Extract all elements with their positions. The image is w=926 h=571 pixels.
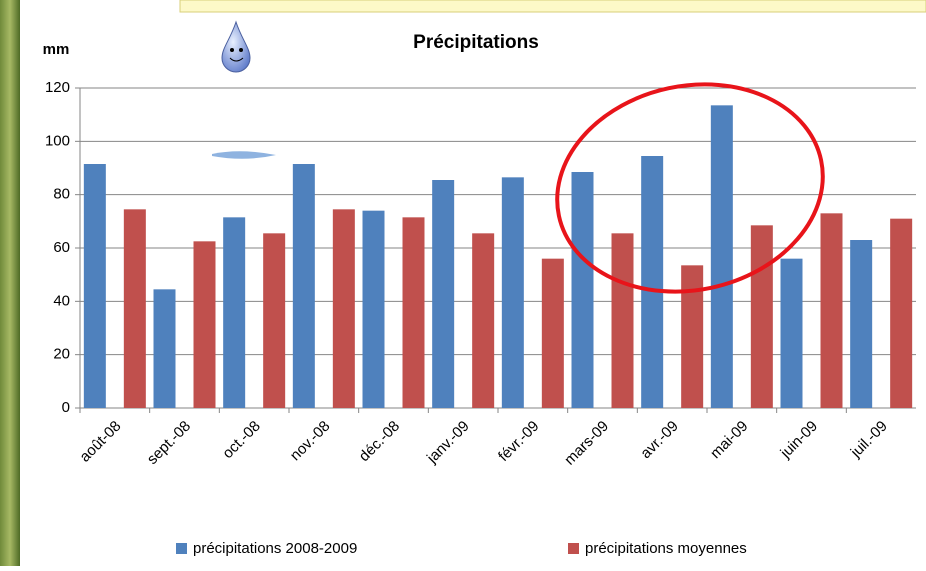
side-strip [0, 0, 20, 566]
bar [432, 180, 455, 408]
y-tick-label: 60 [53, 239, 70, 256]
y-tick-label: 20 [53, 346, 70, 363]
bar [472, 233, 495, 408]
bar [501, 177, 524, 408]
y-tick-label: 40 [53, 292, 70, 309]
bar [780, 258, 803, 408]
bar [750, 225, 773, 408]
bar [402, 217, 425, 408]
legend-swatch [176, 543, 187, 554]
cloud-decoration [212, 151, 276, 159]
bar [263, 233, 286, 408]
bar [641, 156, 664, 408]
y-tick-label: 80 [53, 186, 70, 203]
bar [681, 265, 704, 408]
chart-title: Précipitations [413, 32, 539, 53]
bar [710, 105, 733, 408]
bar [611, 233, 634, 408]
bar [890, 218, 913, 408]
bar [83, 164, 106, 408]
y-tick-label: 120 [45, 79, 70, 96]
bar [541, 258, 564, 408]
bar [193, 241, 216, 408]
bar [362, 210, 385, 408]
y-axis-label: mm [43, 41, 70, 58]
top-strip [179, 0, 926, 13]
bar [332, 209, 355, 408]
bar [223, 217, 246, 408]
drop-icon [221, 20, 251, 73]
highlight-ellipse [555, 82, 825, 294]
y-tick-label: 100 [45, 132, 70, 149]
bar [153, 289, 176, 408]
bar [820, 213, 843, 408]
bar [123, 209, 146, 408]
bar [292, 164, 315, 408]
legend-label: précipitations moyennes [585, 540, 747, 557]
legend-swatch [568, 543, 579, 554]
bar [571, 172, 594, 408]
legend-label: précipitations 2008-2009 [193, 540, 357, 557]
bar [850, 240, 873, 408]
y-tick-label: 0 [62, 399, 70, 416]
